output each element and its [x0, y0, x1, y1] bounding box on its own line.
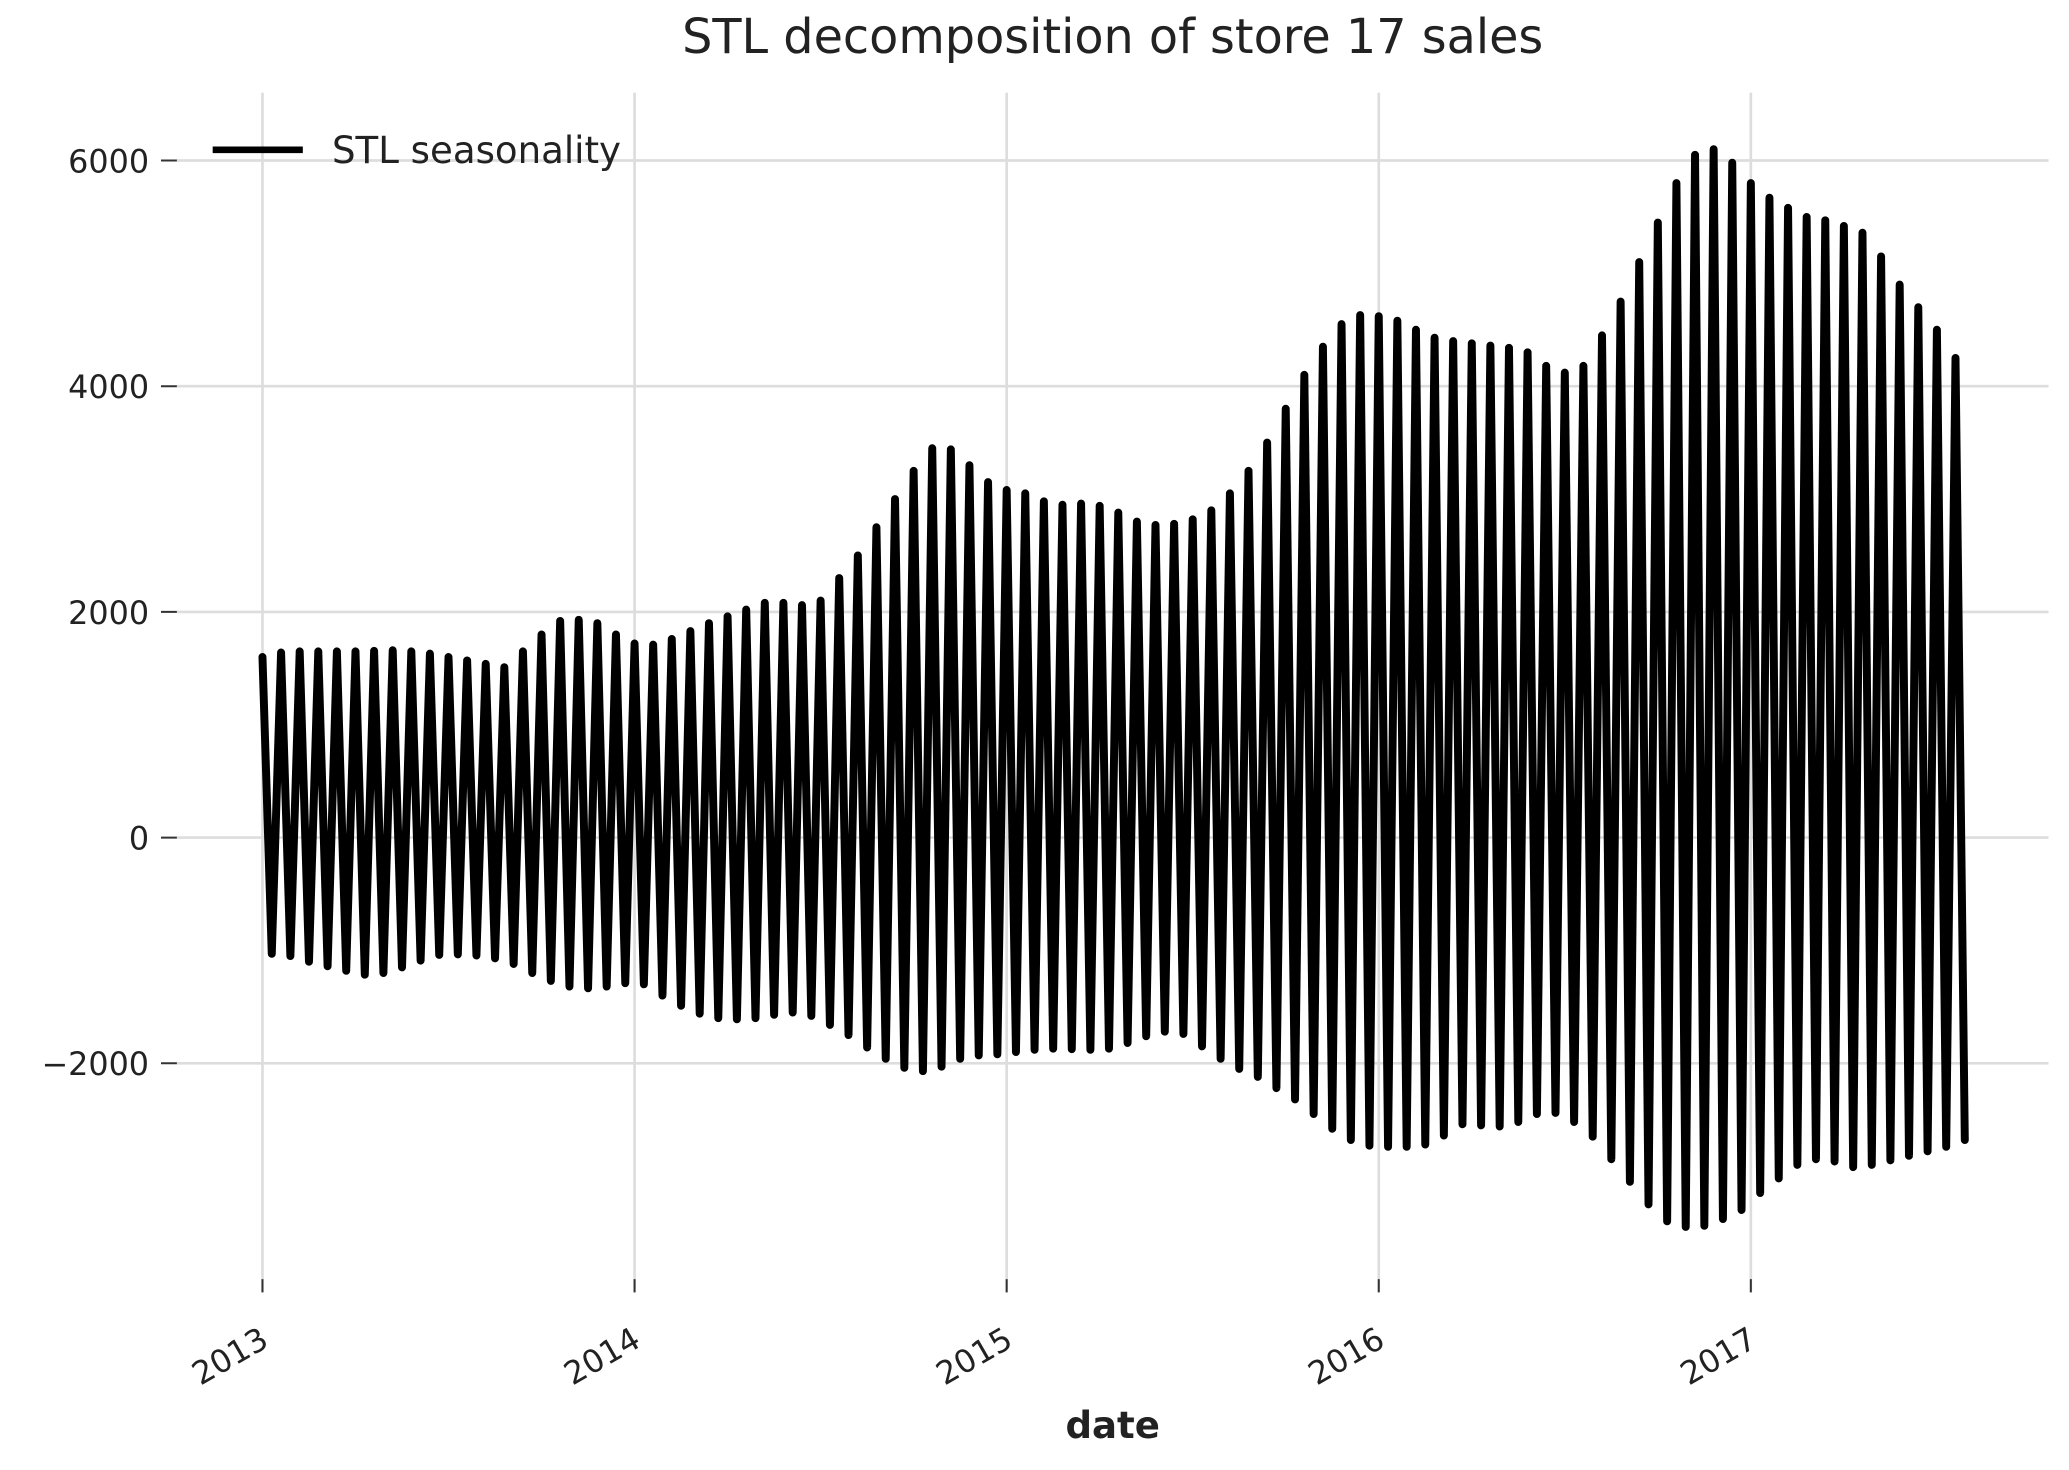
- legend-label: STL seasonality: [332, 129, 621, 172]
- y-tick-label: 4000: [68, 368, 149, 406]
- y-tick-label: 6000: [68, 142, 149, 180]
- x-axis-label: date: [1065, 1404, 1160, 1447]
- plot-area: [258, 145, 1969, 1231]
- y-tick-label: 2000: [68, 594, 149, 632]
- y-tick-label: −2000: [41, 1045, 149, 1083]
- y-tick-label: 0: [129, 820, 149, 858]
- series-line: [258, 145, 1969, 1231]
- legend: STL seasonality: [212, 129, 621, 172]
- chart-title: STL decomposition of store 17 sales: [682, 10, 1543, 65]
